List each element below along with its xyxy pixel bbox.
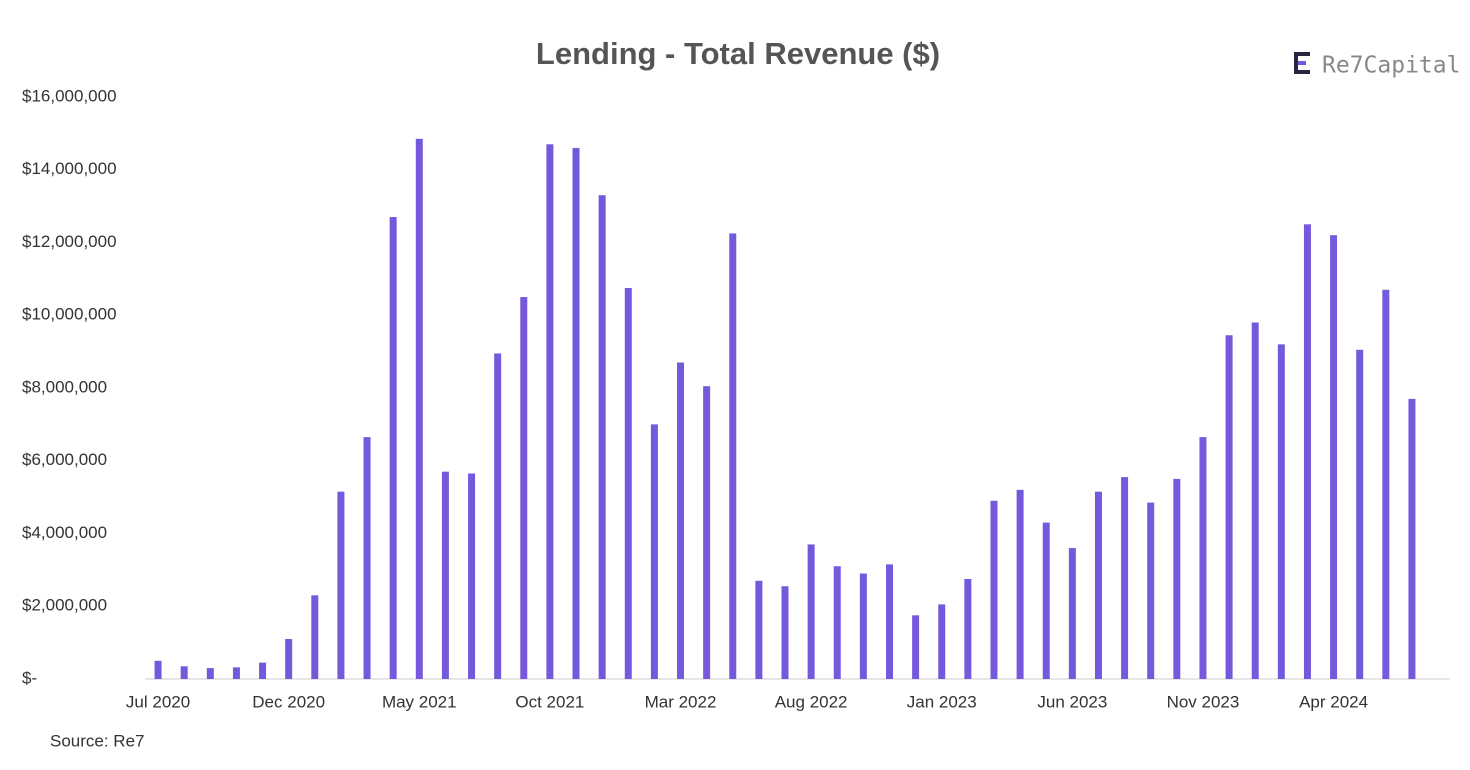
bar: [598, 195, 606, 679]
bar: [311, 595, 319, 679]
bar: [1173, 478, 1181, 679]
bar: [1277, 344, 1285, 679]
bar: [859, 573, 867, 679]
bar: [833, 566, 841, 679]
bar: [703, 386, 711, 679]
bar: [1251, 322, 1259, 679]
x-tick-label: Oct 2021: [515, 692, 584, 711]
bar: [885, 564, 893, 679]
y-tick-label: $4,000,000: [22, 523, 107, 542]
source-note: Source: Re7: [50, 731, 145, 750]
bar: [415, 138, 423, 680]
bar: [572, 147, 580, 680]
brand-logo: Re7Capital: [1294, 52, 1460, 79]
bar: [1199, 437, 1207, 679]
bar: [781, 586, 789, 679]
chart-title: Lending - Total Revenue ($): [536, 36, 940, 71]
y-tick-label: $16,000,000: [22, 86, 117, 105]
bar: [468, 473, 476, 679]
bar: [990, 500, 998, 679]
x-tick-label: Dec 2020: [252, 692, 325, 711]
bar: [259, 662, 267, 679]
bar: [389, 217, 397, 679]
x-tick-label: Jun 2023: [1037, 692, 1107, 711]
brand-name: Re7Capital: [1322, 53, 1460, 79]
x-tick-label: Mar 2022: [645, 692, 717, 711]
bar: [337, 491, 345, 679]
x-tick-label: Aug 2022: [775, 692, 848, 711]
bar: [1330, 235, 1338, 679]
x-tick-label: Jan 2023: [907, 692, 977, 711]
bar: [285, 638, 293, 679]
bar: [650, 424, 658, 679]
bar: [912, 615, 920, 679]
bar: [807, 544, 815, 679]
bar: [1068, 548, 1076, 679]
bar: [1356, 349, 1364, 679]
bar: [546, 144, 554, 680]
bar: [1094, 491, 1102, 679]
y-tick-label: $8,000,000: [22, 377, 107, 396]
bar: [494, 353, 502, 679]
x-tick-label: Apr 2024: [1299, 692, 1368, 711]
y-tick-label: $2,000,000: [22, 596, 107, 615]
bar: [964, 578, 972, 679]
bar: [1121, 477, 1129, 679]
x-tick-label: Jul 2020: [126, 692, 190, 711]
bar: [1147, 502, 1155, 679]
x-tick-label: Nov 2023: [1167, 692, 1240, 711]
bar: [206, 668, 214, 679]
bar: [624, 287, 632, 679]
bar: [1225, 335, 1233, 679]
bar: [677, 362, 685, 679]
bar: [520, 297, 528, 679]
bar: [180, 666, 188, 679]
bar: [729, 233, 737, 679]
bar: [1016, 489, 1024, 679]
bar: [363, 437, 371, 679]
bar: [1042, 522, 1050, 679]
bar: [1382, 289, 1390, 679]
y-tick-label: $10,000,000: [22, 305, 117, 324]
bar: [441, 471, 449, 679]
y-tick-label: $6,000,000: [22, 450, 107, 469]
bar: [938, 604, 946, 679]
bar: [154, 660, 162, 679]
bar: [232, 667, 240, 679]
y-tick-label: $12,000,000: [22, 232, 117, 251]
y-tick-label: $14,000,000: [22, 159, 117, 178]
bar: [1303, 224, 1311, 679]
bar: [1408, 398, 1416, 679]
bar: [755, 580, 763, 679]
x-tick-label: May 2021: [382, 692, 457, 711]
y-tick-label: $-: [22, 668, 37, 687]
